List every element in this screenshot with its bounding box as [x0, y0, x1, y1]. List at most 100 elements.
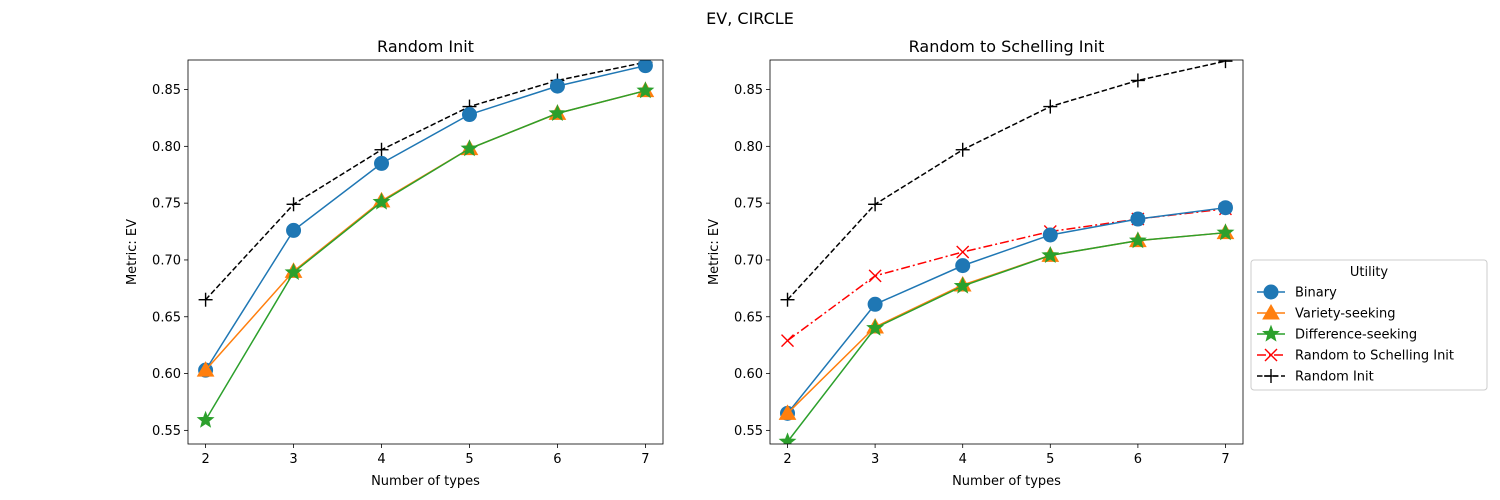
- data-point-difference-seeking: [1216, 223, 1235, 241]
- y-tick-label: 0.75: [734, 197, 763, 212]
- x-axis-label: Number of types: [952, 474, 1061, 489]
- data-point-difference-seeking: [866, 318, 885, 336]
- series-difference-seeking: [196, 81, 655, 428]
- axes-frame: [187, 59, 664, 445]
- y-tick-label: 0.85: [152, 83, 181, 98]
- series-line-binary: [786, 206, 1226, 414]
- series-line-binary: [204, 64, 646, 371]
- y-tick-label: 0.55: [152, 424, 181, 439]
- data-point-binary: [637, 60, 653, 74]
- legend: Utility Binary Variety-seeking Difference-s…: [1250, 259, 1488, 391]
- data-point-difference-seeking: [778, 432, 797, 444]
- data-point-random-init: [780, 292, 795, 307]
- data-point-binary: [1217, 200, 1233, 216]
- legend-label: Random to Schelling Init: [1295, 349, 1454, 364]
- x-tick-label: 7: [641, 452, 649, 467]
- data-point-difference-seeking: [548, 103, 567, 122]
- chart-panel-random-init: Random Init 2 3 4 5 6 7 0.55 0.60 0.65 0.70 0.75 0.8…: [125, 37, 664, 489]
- data-point-difference-seeking: [1041, 246, 1060, 264]
- plot-area: [778, 60, 1235, 444]
- data-point-difference-seeking: [284, 263, 303, 281]
- x-tick-label: 2: [783, 452, 791, 467]
- y-axis-label: Metric: EV: [125, 219, 140, 285]
- data-point-random-to-schelling-init-stroke-b: [868, 269, 882, 283]
- data-point-binary: [286, 222, 302, 238]
- legend-title: Utility: [1350, 265, 1389, 280]
- data-point-difference-seeking: [953, 276, 972, 294]
- legend-marker: [1262, 324, 1280, 342]
- data-point-random-init: [286, 197, 301, 212]
- legend-entry-binary: Binary: [1257, 284, 1337, 301]
- data-point-random-to-schelling-init-stroke-b: [781, 334, 795, 348]
- data-point-binary: [549, 78, 565, 94]
- data-point-random-init: [1218, 60, 1233, 69]
- legend-label: Binary: [1295, 286, 1337, 301]
- y-tick-label: 0.70: [734, 253, 763, 268]
- data-point-random-to-schelling-init: [868, 269, 882, 283]
- y-tick-label: 0.80: [734, 140, 763, 155]
- data-point-binary: [1042, 227, 1058, 243]
- y-tick-label: 0.60: [152, 367, 181, 382]
- series-line-random-init: [786, 60, 1226, 301]
- x-tick-label: 4: [377, 452, 385, 467]
- data-point-difference-seeking: [460, 139, 479, 157]
- series-binary: [198, 60, 653, 378]
- legend-marker: [1264, 369, 1278, 383]
- data-point-random-init: [955, 142, 970, 157]
- data-point-random-init: [868, 197, 883, 212]
- x-axis-label: Number of types: [371, 474, 480, 489]
- y-tick-label: 0.65: [152, 310, 181, 325]
- data-point-difference-seeking: [372, 192, 391, 210]
- y-tick-label: 0.80: [152, 140, 181, 155]
- data-point-difference-seeking: [1128, 231, 1147, 249]
- legend-marker: [1263, 284, 1279, 300]
- data-point-random-init: [198, 292, 213, 307]
- data-point-binary: [867, 296, 883, 312]
- data-point-random-init: [1130, 73, 1145, 88]
- data-point-difference-seeking: [196, 410, 215, 428]
- x-tick-label: 3: [289, 452, 297, 467]
- data-point-difference-seeking: [636, 81, 655, 99]
- y-tick-label: 0.55: [734, 424, 763, 439]
- x-tick-label: 6: [553, 452, 561, 467]
- data-point-binary: [461, 107, 477, 123]
- legend-marker-stroke-b: [1264, 348, 1278, 362]
- data-point-binary: [955, 258, 971, 274]
- series-variety-seeking: [196, 81, 655, 377]
- legend-marker: [1264, 348, 1278, 362]
- data-point-variety-seeking: [196, 361, 215, 377]
- data-point-binary: [1130, 211, 1146, 227]
- legend-marker: [1262, 303, 1280, 320]
- series-line-difference-seeking: [204, 89, 646, 421]
- x-tick-label: 5: [1046, 452, 1054, 467]
- legend-label: Random Init: [1295, 370, 1374, 385]
- series-random-init: [198, 60, 653, 307]
- series-line-variety-seeking: [786, 231, 1226, 414]
- legend-entry-difference-seeking: Difference-seeking: [1257, 324, 1417, 343]
- legend-box: [1250, 259, 1488, 391]
- chart-panel-random-to-schelling-init: Random to Schelling Init 2 3 4 5 6 7 0.55 0.60 0.…: [707, 37, 1244, 489]
- x-tick-label: 7: [1221, 452, 1229, 467]
- legend-entry-random-init: Random Init: [1257, 369, 1374, 385]
- series-random-init: [780, 60, 1233, 307]
- y-tick-label: 0.60: [734, 367, 763, 382]
- chart-title: Random to Schelling Init: [909, 37, 1105, 56]
- y-tick-label: 0.65: [734, 310, 763, 325]
- data-point-random-to-schelling-init-stroke-b: [956, 245, 970, 259]
- series-random-to-schelling-init: [781, 202, 1232, 348]
- data-point-random-to-schelling-init: [781, 334, 795, 348]
- axes-frame: [769, 59, 1244, 445]
- series-line-variety-seeking: [205, 89, 646, 371]
- data-point-random-init: [1043, 99, 1058, 114]
- x-tick-label: 4: [959, 452, 967, 467]
- x-tick-label: 2: [201, 452, 209, 467]
- y-tick-label: 0.75: [152, 197, 181, 212]
- y-tick-label: 0.85: [734, 83, 763, 98]
- data-point-variety-seeking: [778, 404, 797, 420]
- series-line-difference-seeking: [786, 231, 1226, 443]
- data-point-random-to-schelling-init: [956, 245, 970, 259]
- plot-area: [196, 60, 655, 428]
- legend-label: Difference-seeking: [1295, 328, 1417, 343]
- x-tick-label: 3: [871, 452, 879, 467]
